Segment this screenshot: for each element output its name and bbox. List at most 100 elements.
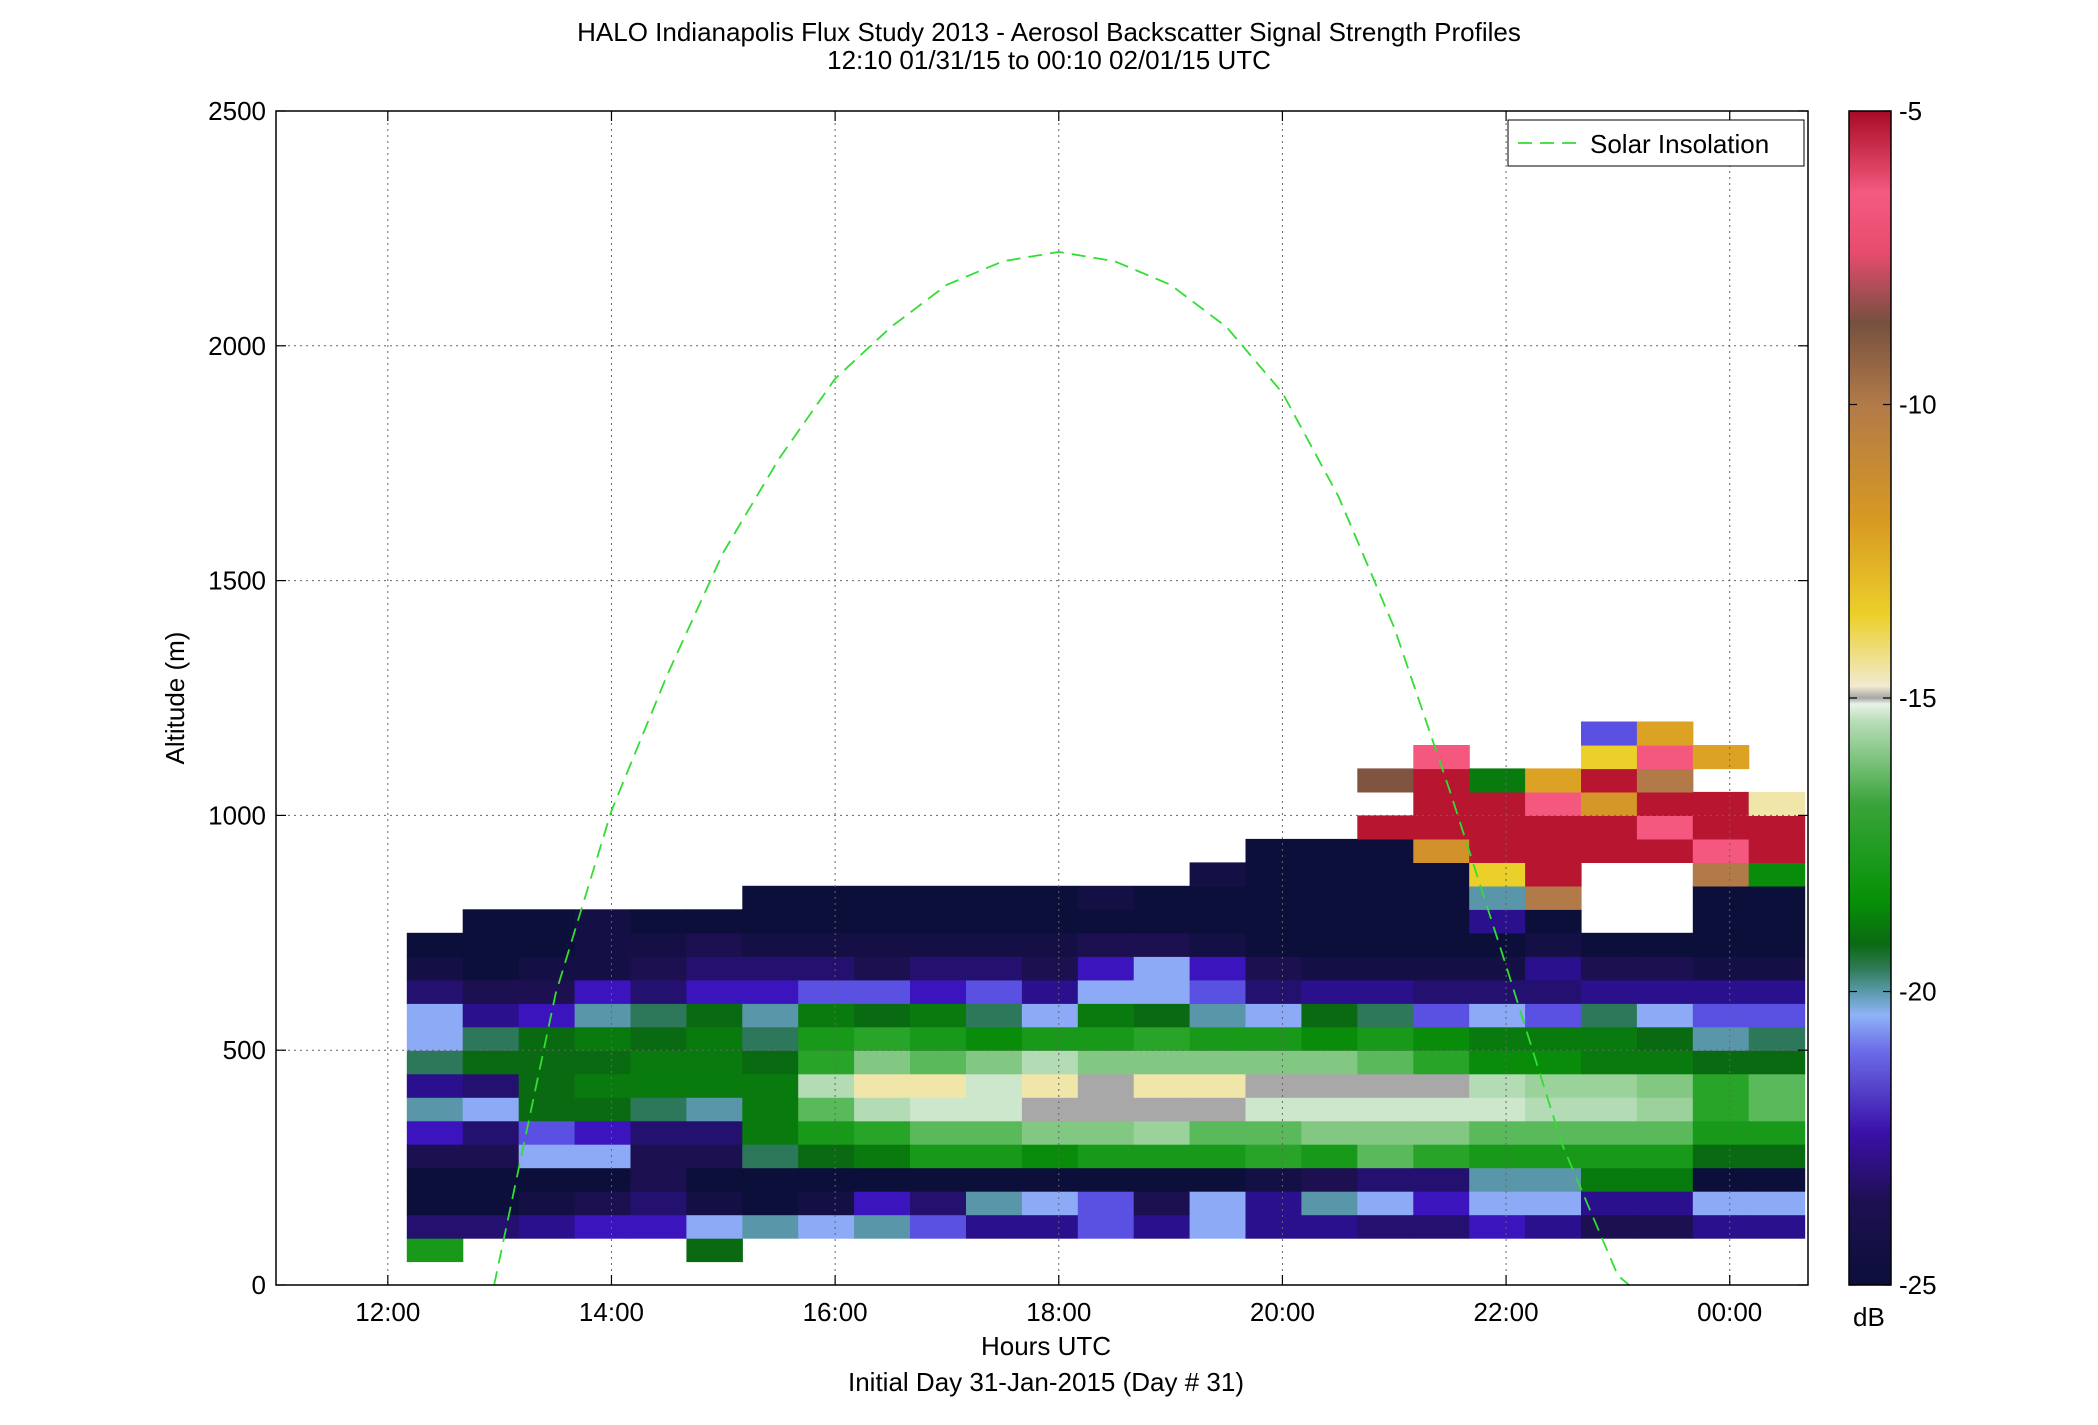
heatmap-cell xyxy=(910,1097,967,1122)
heatmap-cell xyxy=(1692,791,1750,816)
heatmap-cell xyxy=(574,979,632,1004)
heatmap-cell xyxy=(1692,1026,1750,1051)
heatmap-cell xyxy=(1525,1073,1582,1098)
heatmap-cell xyxy=(854,909,911,934)
heatmap-cell xyxy=(742,932,799,957)
heatmap-cell xyxy=(1581,1191,1638,1216)
heatmap-cell xyxy=(1301,1191,1358,1216)
heatmap-cell xyxy=(1581,1214,1638,1239)
heatmap-cell xyxy=(1469,885,1526,910)
heatmap-cell xyxy=(1077,1050,1135,1075)
heatmap-cell xyxy=(1581,1097,1638,1122)
heatmap-cell xyxy=(686,909,743,934)
heatmap-cell xyxy=(966,1026,1023,1051)
heatmap-cell xyxy=(1077,1191,1135,1216)
heatmap-cell xyxy=(1469,768,1526,793)
heatmap-cell xyxy=(518,1073,576,1098)
heatmap-cell xyxy=(966,885,1023,910)
heatmap-cell xyxy=(406,1167,464,1192)
heatmap-cell xyxy=(1021,885,1079,910)
heatmap-cell xyxy=(1636,1026,1694,1051)
heatmap-cell xyxy=(1692,1191,1750,1216)
heatmap-cell xyxy=(854,979,911,1004)
y-tick-label: 500 xyxy=(223,1035,266,1065)
heatmap-cell xyxy=(1636,768,1694,793)
heatmap-cell xyxy=(798,1167,855,1192)
heatmap-cell xyxy=(1636,791,1694,816)
heatmap-cell xyxy=(1692,862,1750,887)
heatmap-cell xyxy=(1133,1120,1191,1145)
colorbar-tick-label: -15 xyxy=(1899,683,1937,713)
heatmap-cell xyxy=(1189,932,1247,957)
heatmap-cell xyxy=(742,909,799,934)
heatmap-cell xyxy=(574,1026,632,1051)
heatmap-cell xyxy=(1413,979,1470,1004)
heatmap-cell xyxy=(798,1050,855,1075)
heatmap-cell xyxy=(910,1073,967,1098)
heatmap-cell xyxy=(1581,815,1638,840)
heatmap-cell xyxy=(1301,1050,1358,1075)
heatmap-cell xyxy=(910,1214,967,1239)
heatmap-cell xyxy=(742,979,799,1004)
heatmap-cell xyxy=(966,1120,1023,1145)
heatmap-cell xyxy=(1301,956,1358,981)
heatmap-cell xyxy=(1133,1144,1191,1169)
colorbar-label: dB xyxy=(1853,1302,1885,1332)
heatmap-cell xyxy=(1581,1003,1638,1028)
heatmap-cell xyxy=(742,1144,799,1169)
heatmap-cell xyxy=(1021,1026,1079,1051)
heatmap-cell xyxy=(406,932,464,957)
heatmap-cell xyxy=(518,932,576,957)
heatmap-cell xyxy=(1748,1003,1806,1028)
heatmap-cell xyxy=(1748,1050,1806,1075)
heatmap-cell xyxy=(1748,1191,1806,1216)
heatmap-cell xyxy=(1525,838,1582,863)
heatmap-cell xyxy=(406,1144,464,1169)
heatmap-cell xyxy=(406,1238,464,1263)
heatmap-cell xyxy=(798,1120,855,1145)
heatmap-cell xyxy=(1636,1003,1694,1028)
heatmap-cell xyxy=(1245,956,1302,981)
heatmap-cell xyxy=(1748,1120,1806,1145)
heatmap-cell xyxy=(798,1191,855,1216)
heatmap-cell xyxy=(630,979,687,1004)
heatmap-cell xyxy=(1581,768,1638,793)
heatmap-cell xyxy=(686,1120,743,1145)
heatmap-cell xyxy=(1413,815,1470,840)
heatmap-cell xyxy=(1581,791,1638,816)
heatmap-cell xyxy=(630,1191,687,1216)
heatmap-cell xyxy=(630,1167,687,1192)
heatmap-cell xyxy=(1245,1214,1302,1239)
heatmap-cell xyxy=(1021,1097,1079,1122)
heatmap-cell xyxy=(1357,909,1414,934)
heatmap-cell xyxy=(1021,1167,1079,1192)
heatmap-cell xyxy=(1133,1073,1191,1098)
heatmap-cells xyxy=(406,721,1806,1263)
heatmap-cell xyxy=(462,1191,520,1216)
y-tick-label: 0 xyxy=(252,1270,266,1300)
heatmap-cell xyxy=(854,885,911,910)
heatmap-cell xyxy=(798,1073,855,1098)
heatmap-cell xyxy=(1077,1026,1135,1051)
heatmap-cell xyxy=(1469,1144,1526,1169)
heatmap-cell xyxy=(1469,1003,1526,1028)
heatmap-cell xyxy=(406,1073,464,1098)
heatmap-cell xyxy=(1525,1167,1582,1192)
heatmap-cell xyxy=(1301,838,1358,863)
heatmap-cell xyxy=(1301,885,1358,910)
heatmap-cell xyxy=(1692,1144,1750,1169)
heatmap-cell xyxy=(1301,862,1358,887)
heatmap-cell xyxy=(1189,1214,1247,1239)
heatmap-cell xyxy=(574,1097,632,1122)
heatmap-cell xyxy=(630,1003,687,1028)
heatmap-cell xyxy=(1133,1050,1191,1075)
heatmap-cell xyxy=(1581,956,1638,981)
heatmap-cell xyxy=(798,1144,855,1169)
heatmap-cell xyxy=(854,932,911,957)
heatmap-cell xyxy=(1413,1144,1470,1169)
heatmap-cell xyxy=(910,1120,967,1145)
heatmap-cell xyxy=(1133,956,1191,981)
heatmap-cell xyxy=(1077,932,1135,957)
heatmap-cell xyxy=(1077,979,1135,1004)
heatmap-cell xyxy=(1692,745,1750,770)
